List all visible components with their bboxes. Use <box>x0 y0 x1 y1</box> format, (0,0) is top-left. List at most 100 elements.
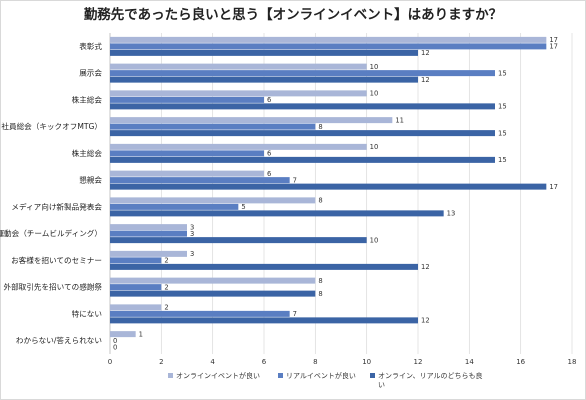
data-label: 8 <box>318 197 322 205</box>
data-label: 17 <box>549 36 558 44</box>
data-label: 8 <box>318 123 322 131</box>
data-label: 0 <box>113 343 117 351</box>
data-labels: 1717121015121061511815106156717851333103… <box>113 36 558 351</box>
bar <box>110 76 418 83</box>
data-label: 12 <box>421 317 430 325</box>
category-label: 展示会 <box>79 68 102 78</box>
category-label: 懇親会 <box>79 175 102 185</box>
data-label: 6 <box>267 150 271 158</box>
data-label: 17 <box>549 183 558 191</box>
data-label: 12 <box>421 76 430 84</box>
legend-label: リアルイベントが良い <box>286 371 356 380</box>
bar <box>110 43 547 50</box>
bar <box>110 96 264 103</box>
bar <box>110 263 418 270</box>
data-label: 3 <box>190 250 194 258</box>
x-tick-label: 6 <box>262 358 267 366</box>
data-label: 3 <box>190 223 194 231</box>
data-label: 12 <box>421 49 430 57</box>
data-label: 12 <box>421 263 430 271</box>
x-tick-label: 14 <box>465 358 474 366</box>
data-label: 15 <box>498 156 507 164</box>
data-label: 1 <box>139 330 143 338</box>
x-tick-label: 8 <box>313 358 317 366</box>
category-label: メディア向け新製品発表会 <box>11 201 102 211</box>
bar <box>110 257 162 264</box>
category-label: 株主総会 <box>72 148 103 158</box>
bar <box>110 170 264 177</box>
category-label: 表彰式 <box>79 41 102 51</box>
data-label: 2 <box>164 304 168 312</box>
data-label: 15 <box>498 103 507 111</box>
bar <box>110 150 264 157</box>
data-label: 3 <box>190 230 194 238</box>
bar <box>110 36 547 43</box>
bar <box>110 203 239 210</box>
category-label: 運動会（チームビルディング） <box>0 228 102 238</box>
bar <box>110 304 162 311</box>
category-label: 外部取引先を招いての感謝祭 <box>4 282 103 292</box>
data-label: 8 <box>318 290 322 298</box>
category-label: 社員総会（キックオフMTG） <box>1 121 102 131</box>
category-label: お客様を招いてのセミナー <box>11 255 102 265</box>
gridlines <box>109 33 573 354</box>
bar <box>110 277 316 284</box>
data-label: 2 <box>164 283 168 291</box>
bar <box>110 197 316 204</box>
bar <box>110 90 367 97</box>
bar <box>110 230 187 237</box>
data-label: 15 <box>498 129 507 137</box>
data-label: 11 <box>395 116 404 124</box>
data-label: 13 <box>447 210 456 218</box>
bar <box>110 123 316 130</box>
bar <box>110 143 367 150</box>
data-label: 7 <box>293 310 297 318</box>
bars <box>110 36 547 338</box>
bar <box>110 317 418 324</box>
category-label: 株主総会 <box>72 94 103 104</box>
x-tick-label: 10 <box>362 358 371 366</box>
bar <box>110 63 367 70</box>
x-tick-label: 0 <box>108 358 112 366</box>
bar <box>110 156 495 163</box>
legend-swatch <box>278 373 283 378</box>
chart-title: 勤務先であったら良いと思う【オンラインイベント】はありますか？ <box>84 6 502 23</box>
data-label: 10 <box>370 90 379 98</box>
bar <box>110 237 367 244</box>
legend-label: オンラインイベントが良い <box>176 371 260 380</box>
bar <box>110 331 136 338</box>
bar <box>110 250 187 257</box>
x-tick-label: 18 <box>568 358 577 366</box>
legend-swatch <box>168 373 173 378</box>
x-tick-label: 16 <box>516 358 525 366</box>
x-tick-label: 12 <box>414 358 423 366</box>
bar <box>110 117 393 124</box>
category-label: わからない/答えられない <box>16 335 102 345</box>
bar <box>110 103 495 110</box>
x-tick-label: 4 <box>210 358 215 366</box>
data-label: 5 <box>241 203 245 211</box>
bar <box>110 210 444 217</box>
data-label: 0 <box>113 337 117 345</box>
category-label: 特にない <box>72 308 102 318</box>
data-label: 10 <box>370 143 379 151</box>
bar <box>110 290 316 297</box>
data-label: 10 <box>370 63 379 71</box>
bar <box>110 284 162 291</box>
bar <box>110 70 495 77</box>
data-label: 2 <box>164 257 168 265</box>
bar <box>110 224 187 231</box>
data-label: 10 <box>370 236 379 244</box>
bar <box>110 177 290 184</box>
bar <box>110 49 418 56</box>
data-label: 15 <box>498 69 507 77</box>
bar <box>110 310 290 317</box>
category-labels: 表彰式展示会株主総会社員総会（キックオフMTG）株主総会懇親会メディア向け新製品… <box>0 41 102 345</box>
data-label: 8 <box>318 277 322 285</box>
legend-label: オンライン、リアルのどちらも良い <box>378 371 483 389</box>
data-label: 6 <box>267 170 271 178</box>
legend: オンラインイベントが良い リアルイベントが良い オンライン、リアルのどちらも良い <box>168 371 483 389</box>
bar <box>110 183 547 190</box>
x-tick-label: 2 <box>159 358 163 366</box>
